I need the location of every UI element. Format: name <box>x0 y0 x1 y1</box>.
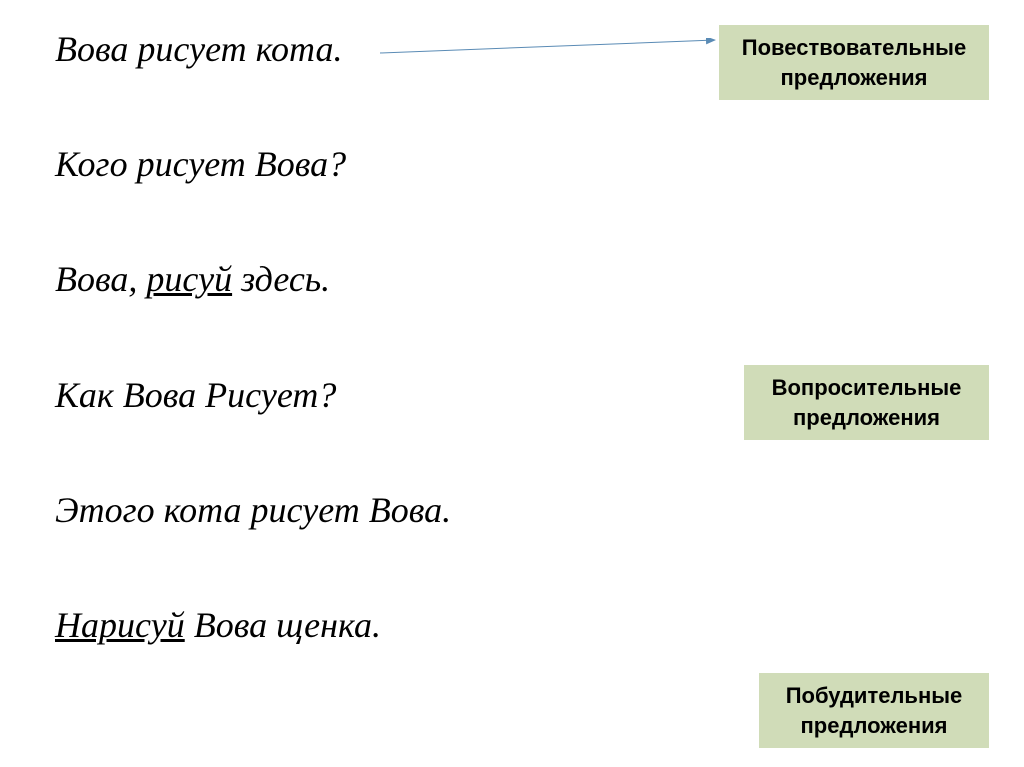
sentence-suffix: здесь. <box>232 259 330 299</box>
sentence-1: Вова рисует кота. <box>55 28 451 71</box>
sentence-3: Вова, рисуй здесь. <box>55 258 451 301</box>
sentence-text: Кого рисует Вова? <box>55 144 346 184</box>
sentence-text: Вова, <box>55 259 146 299</box>
sentence-text: Вова рисует кота. <box>55 29 343 69</box>
category-interrogative: Вопросительные предложения <box>744 365 989 440</box>
category-label-line1: Побудительные <box>786 683 963 708</box>
category-imperative: Побудительные предложения <box>759 673 989 748</box>
sentence-text: Как Вова Рисует? <box>55 375 336 415</box>
category-label-line1: Повествовательные <box>742 35 966 60</box>
category-label-line2: предложения <box>793 405 940 430</box>
category-label-line1: Вопросительные <box>772 375 962 400</box>
category-label-line2: предложения <box>781 65 928 90</box>
sentence-4: Как Вова Рисует? <box>55 374 451 417</box>
sentence-6: Нарисуй Вова щенка. <box>55 604 451 647</box>
sentence-underline: рисуй <box>146 259 232 299</box>
category-declarative: Повествовательные предложения <box>719 25 989 100</box>
sentence-2: Кого рисует Вова? <box>55 143 451 186</box>
sentence-5: Этого кота рисует Вова. <box>55 489 451 532</box>
sentence-text: Этого кота рисует Вова. <box>55 490 451 530</box>
sentence-suffix: Вова щенка. <box>185 605 381 645</box>
sentence-underline: Нарисуй <box>55 605 185 645</box>
category-label-line2: предложения <box>801 713 948 738</box>
